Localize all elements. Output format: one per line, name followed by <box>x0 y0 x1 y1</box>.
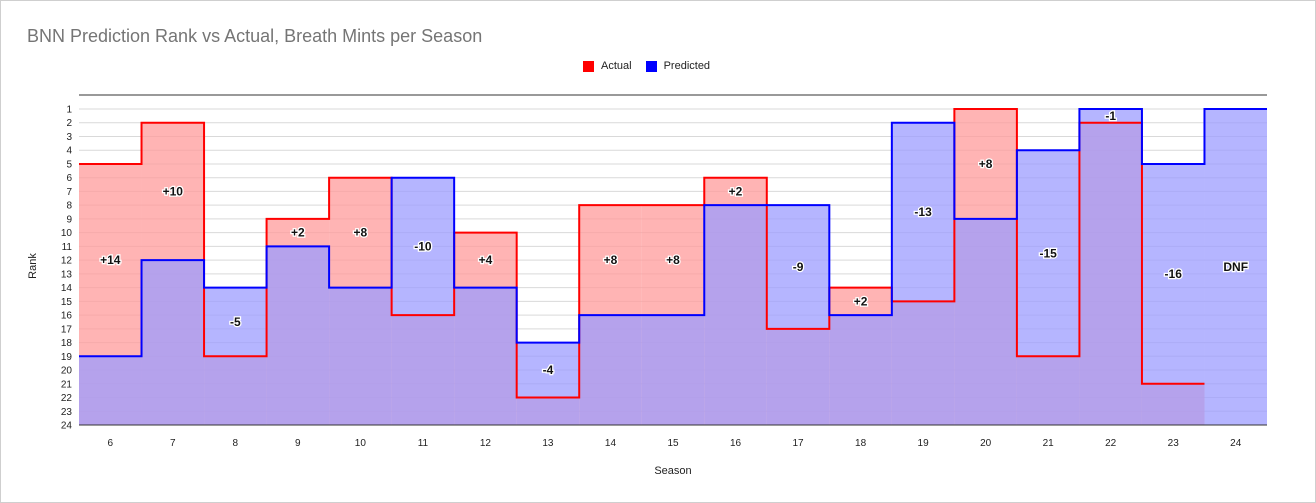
annotation-8: -5 <box>230 315 241 329</box>
y-tick-2: 2 <box>66 118 72 129</box>
area-predicted-6 <box>79 356 142 425</box>
area-predicted-11 <box>391 177 455 425</box>
y-tick-22: 22 <box>61 393 73 404</box>
x-tick-24: 24 <box>1230 438 1242 449</box>
x-tick-6: 6 <box>107 438 113 449</box>
x-tick-15: 15 <box>667 438 679 449</box>
annotation-7: +10 <box>163 184 184 198</box>
legend-item-predicted[interactable]: Predicted <box>645 60 711 72</box>
y-tick-15: 15 <box>61 297 73 308</box>
area-predicted-19 <box>891 122 955 425</box>
y-tick-18: 18 <box>61 338 73 349</box>
x-axis-label: Season <box>654 465 691 477</box>
y-tick-20: 20 <box>61 366 73 377</box>
annotation-18: +2 <box>854 294 868 308</box>
annotation-13: -4 <box>543 363 554 377</box>
annotation-20: +8 <box>979 157 993 171</box>
series-areas <box>79 109 1267 425</box>
area-predicted-14 <box>579 315 642 425</box>
chart-title: BNN Prediction Rank vs Actual, Breath Mi… <box>27 26 483 46</box>
y-tick-6: 6 <box>66 173 72 184</box>
area-predicted-21 <box>1016 150 1080 425</box>
y-tick-14: 14 <box>61 283 73 294</box>
legend-swatch-predicted <box>645 60 657 72</box>
legend-label-predicted: Predicted <box>663 60 711 72</box>
x-tick-8: 8 <box>233 438 239 449</box>
annotation-23: -16 <box>1165 267 1183 281</box>
x-tick-17: 17 <box>792 438 804 449</box>
y-tick-12: 12 <box>61 256 73 267</box>
y-axis-label: Rank <box>27 253 39 279</box>
annotation-24: DNF <box>1223 260 1248 274</box>
x-tick-14: 14 <box>605 438 617 449</box>
x-tick-16: 16 <box>730 438 742 449</box>
annotation-10: +8 <box>354 226 368 240</box>
x-tick-7: 7 <box>170 438 176 449</box>
y-tick-9: 9 <box>66 214 72 225</box>
y-tick-8: 8 <box>66 201 72 212</box>
y-tick-10: 10 <box>61 228 73 239</box>
y-tick-17: 17 <box>61 324 73 335</box>
annotation-12: +4 <box>479 253 493 267</box>
annotation-17: -9 <box>793 260 804 274</box>
x-tick-10: 10 <box>355 438 367 449</box>
y-tick-24: 24 <box>61 421 73 432</box>
y-tick-16: 16 <box>61 311 73 322</box>
legend-label-actual: Actual <box>601 60 632 72</box>
annotation-15: +8 <box>666 253 680 267</box>
y-tick-23: 23 <box>61 407 73 418</box>
annotation-16: +2 <box>729 184 743 198</box>
x-tick-12: 12 <box>480 438 492 449</box>
axes <box>79 94 1267 426</box>
x-tick-labels: 6 7 8 9 10 11 12 13 14 15 16 17 18 19 20 21 22 23 24 <box>107 438 1241 449</box>
y-tick-4: 4 <box>66 146 72 157</box>
area-predicted-12 <box>454 287 517 425</box>
area-predicted-15 <box>641 315 705 425</box>
y-tick-11: 11 <box>62 242 73 253</box>
difference-annotations: +14 +10 -5 +2 +8 -10 +4 -4 +8 +8 +2 -9 +2 -13 +8 -15 -1 -… <box>99 108 1249 379</box>
annotation-14: +8 <box>604 253 618 267</box>
x-tick-11: 11 <box>418 438 429 449</box>
annotation-6: +14 <box>100 253 121 267</box>
area-predicted-22 <box>1079 109 1142 425</box>
area-predicted-7 <box>141 260 205 425</box>
area-predicted-20 <box>954 218 1017 425</box>
legend-swatch-actual <box>583 60 594 72</box>
x-tick-22: 22 <box>1105 438 1117 449</box>
x-tick-9: 9 <box>295 438 301 449</box>
area-predicted-13 <box>516 342 580 425</box>
legend-item-actual[interactable]: Actual <box>583 60 632 72</box>
y-tick-7: 7 <box>66 187 72 198</box>
x-tick-23: 23 <box>1168 438 1180 449</box>
y-tick-1: 1 <box>66 105 72 116</box>
area-predicted-23 <box>1141 163 1205 425</box>
annotation-9: +2 <box>291 226 305 240</box>
y-tick-13: 13 <box>61 269 73 280</box>
area-predicted-18 <box>829 315 892 425</box>
x-tick-20: 20 <box>980 438 992 449</box>
y-tick-5: 5 <box>66 159 72 170</box>
x-tick-19: 19 <box>918 438 930 449</box>
x-tick-18: 18 <box>855 438 867 449</box>
y-tick-21: 21 <box>61 379 73 390</box>
series-lines <box>79 108 1267 399</box>
annotation-21: -15 <box>1039 246 1057 260</box>
line-predicted <box>79 108 1267 358</box>
y-tick-19: 19 <box>61 352 73 363</box>
area-predicted-10 <box>329 287 392 425</box>
annotation-22: -1 <box>1105 109 1116 123</box>
area-predicted-16 <box>704 205 767 425</box>
area-predicted-24 <box>1204 109 1267 425</box>
legend[interactable]: Actual Predicted <box>583 60 710 72</box>
y-tick-3: 3 <box>66 132 72 143</box>
x-tick-13: 13 <box>542 438 554 449</box>
annotation-19: -13 <box>914 205 932 219</box>
area-predicted-17 <box>766 205 830 425</box>
annotation-11: -10 <box>414 239 432 253</box>
x-tick-21: 21 <box>1043 438 1055 449</box>
area-predicted-9 <box>266 246 330 425</box>
